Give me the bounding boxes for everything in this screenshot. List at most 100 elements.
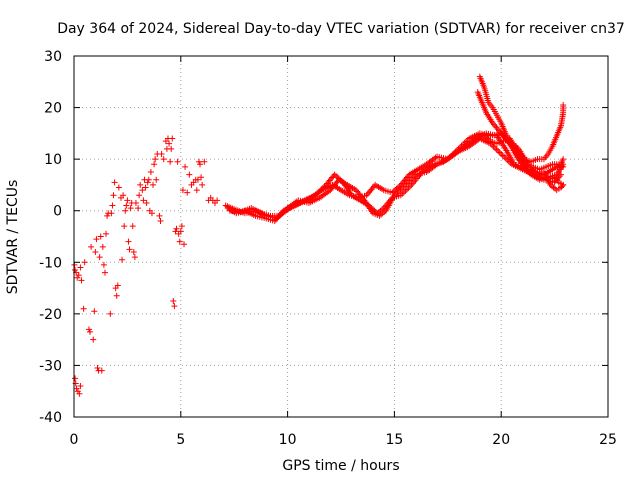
- plot-frame: [73, 55, 609, 418]
- data-point-track-b: [333, 172, 340, 179]
- data-point-track-b: [367, 203, 374, 210]
- data-point-scattered-early: [193, 187, 200, 194]
- data-point-track-a: [493, 146, 500, 153]
- data-point-scattered-early: [145, 176, 152, 183]
- data-point-track-b: [368, 205, 375, 212]
- data-point-track-c: [390, 188, 397, 195]
- data-point-scattered-early: [140, 197, 147, 204]
- data-point-scattered-early: [136, 192, 143, 199]
- data-point-scattered-early: [139, 187, 146, 194]
- data-point-scattered-early: [125, 238, 132, 245]
- x-tick-label: 10: [279, 432, 297, 448]
- y-tick-label: 10: [44, 152, 62, 168]
- data-point-scattered-early: [78, 277, 85, 284]
- data-point-scattered-early: [181, 241, 188, 248]
- data-point-track-b: [371, 207, 378, 214]
- data-point-track-d: [559, 183, 566, 190]
- y-tick-label: 30: [44, 49, 62, 65]
- data-point-scattered-early: [91, 308, 98, 315]
- data-point-scattered-early: [150, 181, 157, 188]
- y-tick-label: -20: [39, 307, 62, 323]
- y-tick-label: 0: [53, 204, 62, 220]
- data-point-scattered-early: [98, 367, 105, 374]
- data-point-scattered-early: [158, 150, 165, 157]
- data-point-scattered-early: [85, 326, 92, 333]
- data-point-scattered-early: [168, 145, 175, 152]
- data-point-track-b: [526, 170, 533, 177]
- data-point-track-e: [560, 101, 567, 108]
- data-point-track-c: [389, 189, 396, 196]
- data-point-scattered-early: [172, 228, 179, 235]
- data-point-scattered-early: [81, 259, 88, 266]
- data-point-scattered-early: [90, 336, 97, 343]
- data-point-scattered-early: [131, 254, 138, 261]
- x-axis-label: GPS time / hours: [282, 458, 399, 474]
- data-point-scattered-early: [144, 179, 151, 186]
- data-point-scattered-early: [147, 169, 154, 176]
- data-point-scattered-early: [109, 202, 116, 209]
- data-point-track-a: [499, 152, 506, 159]
- data-point-scattered-early: [121, 223, 128, 230]
- data-point-scattered-early: [123, 202, 130, 209]
- data-point-scattered-early: [178, 223, 185, 230]
- data-point-scattered-early: [214, 197, 221, 204]
- data-point-scattered-early: [92, 248, 99, 255]
- data-point-track-b: [365, 202, 372, 209]
- data-point-scattered-early: [97, 233, 104, 240]
- data-point-scattered-early: [115, 184, 122, 191]
- data-point-track-b: [335, 175, 342, 182]
- data-point-track-b: [331, 171, 338, 178]
- data-point-scattered-early: [101, 269, 108, 276]
- data-point-scattered-early: [77, 383, 84, 390]
- data-point-scattered-early: [199, 181, 206, 188]
- data-point-scattered-early: [153, 176, 160, 183]
- y-axis-label: SDTVAR / TECUs: [5, 180, 21, 295]
- data-point-scattered-early: [174, 158, 181, 165]
- data-point-scattered-early: [197, 161, 204, 168]
- x-tick-label: 5: [176, 432, 185, 448]
- data-point-scattered-early: [148, 210, 155, 217]
- data-point-scattered-early: [198, 174, 205, 181]
- x-tick-label: 25: [599, 432, 617, 448]
- data-point-scattered-early: [170, 297, 177, 304]
- data-point-scattered-early: [152, 156, 159, 163]
- y-tick-label: 20: [44, 101, 62, 117]
- data-point-scattered-early: [87, 328, 94, 335]
- data-point-scattered-early: [107, 310, 114, 317]
- data-point-scattered-early: [99, 243, 106, 250]
- data-point-scattered-early: [130, 248, 137, 255]
- data-point-scattered-early: [72, 267, 79, 274]
- x-tick-label: 20: [492, 432, 510, 448]
- data-point-scattered-early: [75, 272, 82, 279]
- data-point-scattered-early: [151, 161, 158, 168]
- data-point-track-a: [495, 148, 502, 155]
- data-point-scattered-early: [96, 254, 103, 261]
- data-point-scattered-early: [195, 158, 202, 165]
- data-point-scattered-early: [169, 135, 176, 142]
- data-point-scattered-early: [72, 375, 79, 382]
- data-point-scattered-early: [179, 187, 186, 194]
- data-point-scattered-early: [177, 228, 184, 235]
- data-point-track-a: [496, 149, 503, 156]
- data-point-scattered-early: [166, 140, 173, 147]
- data-point-scattered-early: [104, 212, 111, 219]
- data-point-scattered-early: [176, 238, 183, 245]
- grid-layer: [74, 56, 608, 417]
- data-point-track-b: [388, 196, 395, 203]
- data-point-scattered-early: [201, 158, 208, 165]
- data-point-scattered-early: [173, 225, 180, 232]
- x-tick-label: 15: [385, 432, 403, 448]
- data-point-track-c: [392, 187, 399, 194]
- data-point-scattered-early: [132, 199, 139, 206]
- data-point-scattered-early: [142, 184, 149, 191]
- data-point-scattered-early: [129, 223, 136, 230]
- data-point-scattered-early: [120, 192, 127, 199]
- data-point-track-b: [370, 206, 377, 213]
- data-point-scattered-early: [157, 218, 164, 225]
- data-point-scattered-early: [93, 236, 100, 243]
- y-tick-label: -10: [39, 255, 62, 271]
- data-point-scattered-early: [119, 256, 126, 263]
- data-point-track-c: [396, 183, 403, 190]
